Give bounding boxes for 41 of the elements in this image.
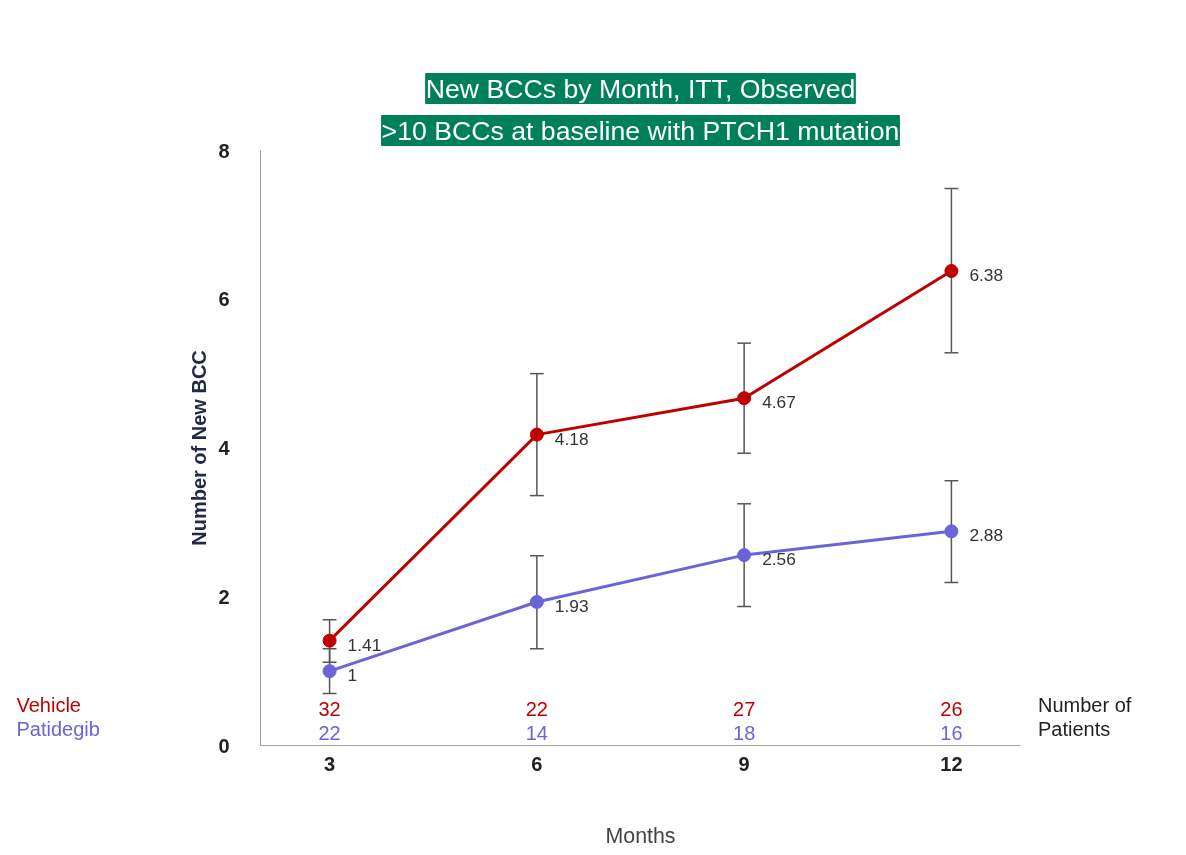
y-tick-label: 8	[218, 139, 230, 162]
y-tick-label: 0	[218, 734, 230, 757]
x-tick-label: 3	[324, 752, 336, 775]
x-tick-label: 12	[940, 752, 963, 775]
annotation: 18	[733, 721, 756, 744]
x-tick-label: 9	[738, 752, 750, 775]
annotation: 32	[318, 697, 341, 720]
text: Patients	[1038, 717, 1111, 740]
data-label: 1.93	[554, 595, 589, 616]
y-tick-label: 2	[218, 585, 230, 608]
x-tick-label: 6	[531, 752, 543, 775]
annotation: 14	[525, 721, 548, 744]
point	[529, 594, 544, 609]
point	[322, 664, 337, 679]
annotation: 22	[525, 697, 548, 720]
point	[322, 633, 337, 648]
data-label: 4.18	[554, 428, 589, 449]
point	[737, 548, 752, 563]
data-label: 4.67	[762, 392, 796, 413]
data-label: 1	[347, 665, 358, 686]
text: Vehicle	[16, 693, 81, 716]
chart-subtitle: >10 BCCs at baseline with PTCH1 mutation	[381, 115, 900, 146]
text: Patidegib	[16, 717, 100, 740]
point	[944, 524, 959, 539]
data-label: 6.38	[969, 264, 1004, 285]
data-label: 2.88	[969, 525, 1004, 546]
point	[737, 391, 752, 406]
annotation: 22	[318, 721, 341, 744]
y-axis-title: Number of New BCC	[188, 350, 211, 546]
annotation: 26	[940, 697, 963, 720]
data-label: 2.56	[762, 549, 796, 570]
chart-title: New BCCs by Month, ITT, Observed	[425, 73, 856, 104]
text: Number of	[1038, 693, 1132, 716]
data-label: 1.41	[347, 634, 382, 655]
x-axis-title: Months	[605, 823, 676, 848]
y-tick-label: 6	[218, 288, 230, 311]
point	[944, 264, 959, 278]
point	[529, 427, 544, 442]
annotation: 27	[733, 697, 756, 720]
y-tick-label: 4	[218, 437, 231, 459]
annotation: 16	[940, 721, 963, 744]
